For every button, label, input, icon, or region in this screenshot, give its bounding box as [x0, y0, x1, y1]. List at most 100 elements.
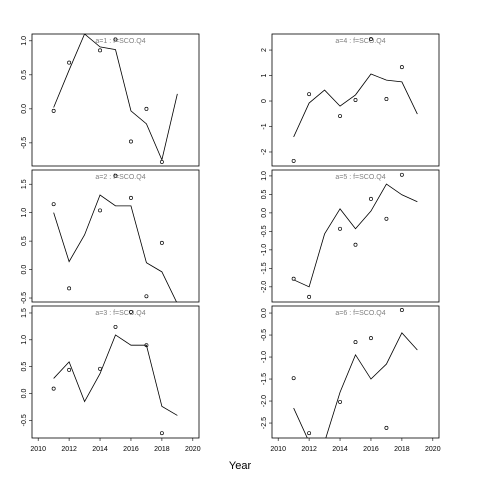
data-point [399, 172, 404, 177]
y-tick-label: -0.5 [21, 292, 28, 304]
y-tick-label: -0.5 [261, 329, 268, 341]
y-tick-label: -2 [261, 149, 268, 155]
data-point [159, 431, 164, 436]
x-tick-label: 2020 [425, 446, 441, 453]
y-tick-label: 0.5 [21, 70, 28, 80]
data-point [338, 114, 342, 119]
data-point [159, 240, 164, 245]
x-tick-label: 2014 [332, 446, 348, 453]
y-tick-label: -1.0 [261, 244, 268, 256]
y-tick-label: -0.5 [261, 225, 268, 237]
data-point [353, 98, 358, 102]
data-point [98, 208, 102, 213]
data-point [51, 386, 56, 391]
y-tick-label: 0.0 [21, 104, 28, 114]
data-point [399, 308, 404, 312]
data-point [384, 425, 389, 430]
plot-area [291, 172, 418, 299]
y-tick-label: 1.0 [261, 171, 268, 181]
data-point [353, 242, 358, 247]
panel-frame [271, 305, 440, 439]
data-point [98, 366, 102, 371]
data-point [399, 65, 404, 70]
data-line [293, 332, 418, 438]
x-tick-label: 2010 [30, 446, 46, 453]
y-tick-label: -1.5 [261, 262, 268, 274]
panel-frame [271, 33, 440, 167]
y-tick-label: 0.0 [21, 388, 28, 398]
data-point [338, 399, 342, 404]
strip-label: a=1 : f=SCO.Q4 [95, 38, 145, 45]
data-point [369, 196, 373, 201]
data-point [291, 376, 296, 381]
data-point [384, 216, 389, 221]
y-tick-label: 1.5 [21, 308, 28, 318]
strip-label: a=5 : f=SCO.Q4 [335, 174, 385, 181]
data-point [291, 276, 296, 281]
strip-label: a=3 : f=SCO.Q4 [95, 310, 145, 317]
plot-area [51, 309, 178, 436]
panel-frame [31, 33, 200, 167]
y-tick-label: -1 [261, 123, 268, 129]
plot-area [291, 308, 418, 438]
data-line [53, 334, 178, 416]
data-point [307, 431, 312, 436]
plot-area [291, 37, 418, 163]
y-tick-label: 0.0 [261, 208, 268, 218]
panel-frame [31, 169, 200, 303]
x-tick-label: 2018 [154, 446, 170, 453]
data-line [53, 194, 177, 302]
data-point [144, 343, 149, 348]
data-point [144, 106, 149, 111]
strip-label: a=6 : f=SCO.Q4 [335, 310, 385, 317]
y-tick-label: 0.5 [21, 362, 28, 372]
y-tick-label: -1.0 [261, 351, 268, 363]
y-tick-label: 0 [261, 99, 268, 103]
data-point [51, 202, 56, 207]
data-point [67, 286, 72, 291]
x-tick-label: 2018 [394, 446, 410, 453]
data-point [51, 108, 56, 113]
data-point [369, 37, 373, 42]
x-tick-label: 2014 [92, 446, 108, 453]
data-point [129, 195, 133, 200]
y-tick-label: 2 [261, 48, 268, 52]
data-point [353, 340, 358, 345]
x-tick-label: 2016 [363, 446, 379, 453]
data-point [338, 226, 342, 231]
y-tick-label: 1.0 [21, 335, 28, 345]
y-tick-label: -2.5 [261, 417, 268, 429]
data-point [129, 139, 133, 144]
data-point [307, 92, 312, 97]
y-tick-label: 0.0 [261, 308, 268, 318]
data-line [293, 183, 418, 288]
x-tick-label: 2020 [185, 446, 201, 453]
y-tick-label: 0.5 [21, 236, 28, 246]
x-tick-label: 2010 [270, 446, 286, 453]
data-point [369, 336, 373, 341]
strip-label: a=2 : f=SCO.Q4 [95, 174, 145, 181]
y-tick-label: 1.0 [21, 36, 28, 46]
data-point [307, 294, 312, 299]
plot-area [51, 34, 178, 164]
data-point [113, 324, 118, 329]
y-tick-label: -0.5 [21, 137, 28, 149]
y-tick-label: 0.0 [21, 265, 28, 275]
y-tick-label: -2.0 [261, 395, 268, 407]
strip-label: a=4 : f=SCO.Q4 [335, 38, 385, 45]
data-point [67, 367, 72, 372]
y-tick-label: 1.0 [21, 208, 28, 218]
data-line [293, 73, 418, 138]
y-tick-label: 0.5 [261, 189, 268, 199]
data-point [291, 158, 296, 163]
x-tick-label: 2012 [61, 446, 77, 453]
y-tick-label: -2.0 [261, 281, 268, 293]
y-tick-label: 1 [261, 73, 268, 77]
data-point [113, 173, 118, 178]
data-point [129, 309, 133, 314]
data-point [384, 97, 389, 101]
y-tick-label: -0.5 [21, 414, 28, 426]
y-tick-label: 1.5 [21, 179, 28, 189]
y-tick-label: -1.5 [261, 373, 268, 385]
